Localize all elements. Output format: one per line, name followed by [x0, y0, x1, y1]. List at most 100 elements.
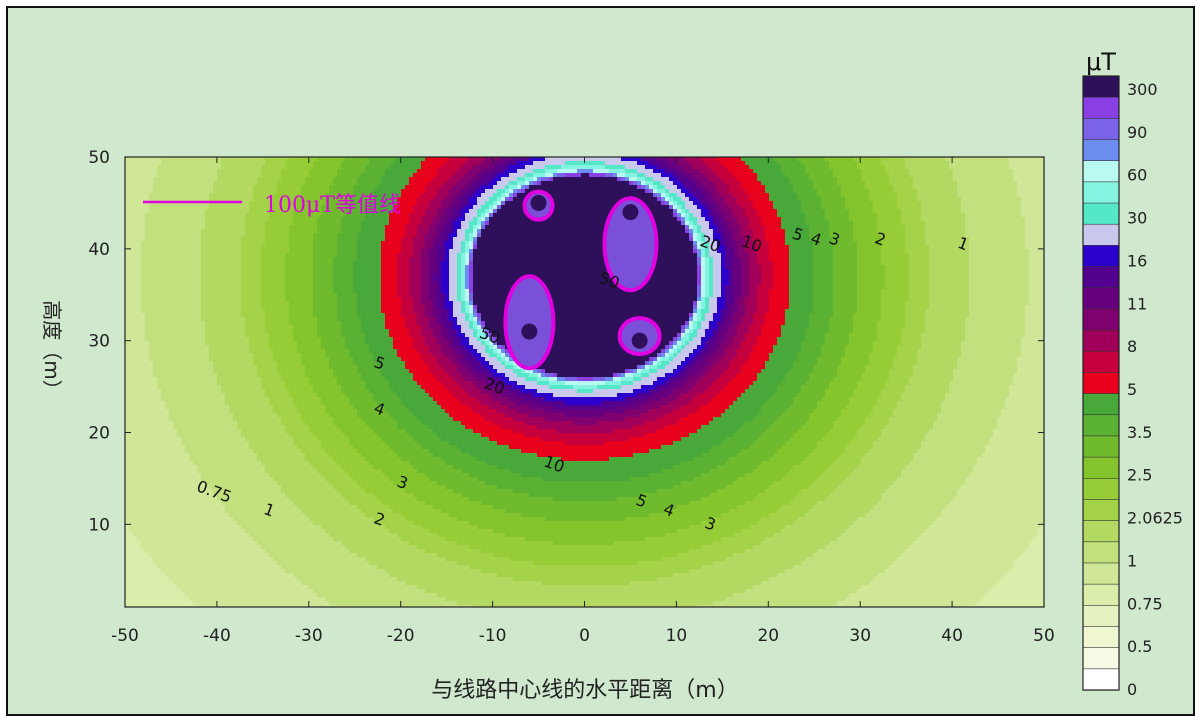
contour-cell	[137, 297, 141, 301]
contour-cell	[293, 461, 297, 465]
contour-cell	[237, 257, 241, 261]
contour-cell	[165, 313, 169, 317]
contour-cell	[173, 569, 177, 573]
contour-cell	[177, 261, 181, 265]
contour-cell	[201, 281, 205, 285]
contour-cell	[165, 457, 169, 461]
contour-cell	[145, 417, 149, 421]
contour-cell	[273, 533, 277, 537]
contour-cell	[293, 477, 297, 481]
contour-cell	[293, 309, 297, 313]
contour-cell	[213, 401, 217, 405]
contour-cell	[201, 293, 205, 297]
contour-cell	[289, 277, 293, 281]
contour-cell	[257, 225, 261, 229]
contour-cell	[173, 365, 177, 369]
contour-cell	[261, 501, 265, 505]
contour-cell	[265, 477, 269, 481]
contour-cell	[233, 501, 237, 505]
contour-cell	[277, 589, 281, 593]
contour-cell	[265, 181, 269, 185]
contour-cell	[209, 417, 213, 421]
contour-cell	[245, 333, 249, 337]
contour-cell	[153, 297, 157, 301]
contour-cell	[233, 269, 237, 273]
contour-cell	[177, 505, 181, 509]
contour-cell	[185, 221, 189, 225]
contour-cell	[229, 449, 233, 453]
contour-cell	[161, 273, 165, 277]
contour-cell	[201, 313, 205, 317]
contour-cell	[197, 197, 201, 201]
contour-cell	[253, 345, 257, 349]
contour-cell	[293, 181, 297, 185]
contour-cell	[217, 505, 221, 509]
contour-cell	[237, 233, 241, 237]
contour-cell	[253, 561, 257, 565]
contour-cell	[285, 185, 289, 189]
contour-cell	[173, 261, 177, 265]
contour-cell	[221, 317, 225, 321]
contour-cell	[233, 421, 237, 425]
contour-cell	[185, 413, 189, 417]
contour-cell	[201, 569, 205, 573]
contour-cell	[269, 589, 273, 593]
contour-cell	[137, 325, 141, 329]
contour-cell	[129, 321, 133, 325]
contour-cell	[173, 593, 177, 597]
contour-cell	[161, 593, 165, 597]
contour-cell	[177, 501, 181, 505]
contour-cell	[249, 517, 253, 521]
contour-cell	[273, 309, 277, 313]
contour-cell	[209, 553, 213, 557]
contour-cell	[209, 357, 213, 361]
contour-cell	[265, 241, 269, 245]
contour-cell	[181, 433, 185, 437]
contour-cell	[265, 441, 269, 445]
contour-cell	[261, 321, 265, 325]
contour-cell	[261, 409, 265, 413]
contour-cell	[137, 557, 141, 561]
contour-cell	[129, 193, 133, 197]
contour-cell	[145, 173, 149, 177]
contour-cell	[229, 333, 233, 337]
contour-cell	[281, 577, 285, 581]
contour-cell	[153, 593, 157, 597]
contour-cell	[149, 325, 153, 329]
contour-cell	[177, 321, 181, 325]
contour-cell	[129, 537, 133, 541]
contour-cell	[153, 233, 157, 237]
contour-cell	[281, 553, 285, 557]
contour-cell	[133, 433, 137, 437]
contour-cell	[169, 233, 173, 237]
contour-cell	[209, 569, 213, 573]
contour-cell	[209, 397, 213, 401]
contour-cell	[261, 477, 265, 481]
contour-cell	[205, 401, 209, 405]
contour-cell	[145, 429, 149, 433]
contour-cell	[233, 285, 237, 289]
contour-cell	[193, 569, 197, 573]
contour-cell	[253, 217, 257, 221]
contour-cell	[149, 537, 153, 541]
contour-cell	[233, 261, 237, 265]
contour-cell	[225, 193, 229, 197]
contour-cell	[153, 521, 157, 525]
contour-cell	[197, 221, 201, 225]
contour-cell	[169, 565, 173, 569]
contour-cell	[237, 305, 241, 309]
contour-cell	[177, 541, 181, 545]
contour-cell	[285, 249, 289, 253]
contour-cell	[289, 229, 293, 233]
contour-cell	[189, 345, 193, 349]
contour-cell	[249, 345, 253, 349]
contour-cell	[157, 589, 161, 593]
contour-cell	[129, 289, 133, 293]
contour-cell	[205, 357, 209, 361]
contour-cell	[137, 513, 141, 517]
contour-cell	[257, 565, 261, 569]
contour-cell	[145, 257, 149, 261]
contour-cell	[233, 449, 237, 453]
contour-cell	[165, 585, 169, 589]
contour-cell	[141, 421, 145, 425]
